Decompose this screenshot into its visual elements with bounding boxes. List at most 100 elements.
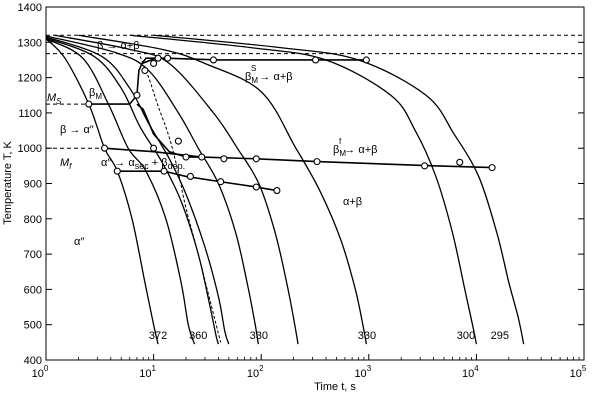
curve-label-0: 372 — [149, 330, 167, 342]
beta-m-f-sup: f — [339, 137, 342, 146]
marker-15 — [186, 172, 194, 180]
y-tick-label-7: 1100 — [18, 108, 42, 120]
ms-base: M — [47, 92, 57, 104]
x-tick-label-2: 102 — [247, 364, 264, 380]
marker-11 — [150, 144, 158, 152]
cooling-curve-0 — [45, 38, 159, 345]
marker-13 — [174, 137, 182, 145]
cooling-curves — [45, 34, 525, 345]
marker-14 — [182, 153, 190, 161]
cooling-curve-3 — [45, 36, 230, 345]
alpha-pp-label: α″ — [74, 236, 84, 248]
alpha-plus-beta-label: α+β — [343, 196, 362, 208]
beta-alpha-label: β → α+β — [97, 40, 140, 52]
x-tick-label-5: 105 — [570, 364, 587, 380]
mf-base: M — [60, 157, 70, 169]
marker-20 — [252, 183, 260, 191]
y-tick-label-10: 1400 — [18, 2, 42, 14]
curve-label-1: 360 — [189, 330, 207, 342]
dashed-curves — [139, 56, 222, 343]
y-tick-label-8: 1200 — [18, 73, 42, 85]
y-tick-label-1: 500 — [24, 320, 42, 332]
x-tick-label-4: 104 — [462, 364, 479, 380]
beta-m-f-base: β — [333, 144, 339, 156]
marker-8 — [209, 56, 218, 64]
beta-m-s-sup: S — [251, 64, 256, 73]
cooling-curve-1 — [45, 38, 196, 345]
markers — [85, 54, 496, 195]
reference-lines — [46, 34, 584, 55]
beta-m-base: β — [89, 87, 95, 99]
marker-12 — [160, 167, 168, 175]
phase-line-1 — [141, 57, 367, 65]
x-tick-label-0: 100 — [32, 364, 49, 380]
x-axis: 100 101 102 103 104 105 — [32, 354, 587, 380]
marker-5 — [150, 59, 158, 68]
marker-25 — [488, 164, 496, 172]
dashed-curve-0 — [139, 56, 222, 343]
marker-4 — [141, 66, 149, 75]
curve-label-2: 330 — [250, 330, 268, 342]
y-tick-label-4: 800 — [24, 214, 42, 226]
beta-m-s-base: β — [245, 71, 251, 83]
beta-m-f-rest: → α+β — [341, 144, 377, 156]
curve-labels: 372 360 330 330 300 295 — [149, 330, 509, 342]
marker-7 — [164, 54, 172, 62]
beta-m-s-sub: M — [251, 76, 258, 85]
y-tick-label-3: 700 — [24, 249, 42, 261]
cooling-curve-6 — [78, 34, 368, 345]
y-tick-label-9: 1300 — [18, 37, 42, 49]
alpha-pp-sec-sub2: dep. — [168, 161, 186, 171]
cooling-curve-7 — [129, 34, 478, 345]
marker-17 — [217, 178, 225, 186]
mf-label: Mf — [60, 157, 72, 171]
marker-23 — [421, 162, 429, 170]
beta-m-f-label: βMf → α+β — [333, 137, 377, 158]
ms-label: MS — [47, 92, 62, 106]
beta-m-f-sub: M — [339, 149, 346, 158]
marker-10 — [362, 56, 370, 64]
y-tick-label-2: 600 — [24, 284, 42, 296]
y-tick-label-6: 1000 — [18, 143, 42, 155]
marker-18 — [220, 155, 228, 163]
x-tick-label-1: 101 — [139, 364, 156, 380]
phase-line-0 — [88, 57, 156, 105]
cooling-curve-8 — [153, 34, 525, 345]
marker-21 — [273, 187, 281, 195]
cooling-curve-2 — [45, 37, 220, 345]
cooling-curve-4 — [45, 35, 259, 345]
beta-m-s-label: βMS → α+β — [245, 64, 293, 85]
x-tick-label-3: 103 — [354, 364, 371, 380]
beta-m-s-rest: → α+β — [256, 71, 292, 83]
ms-sub: S — [56, 97, 62, 106]
marker-16 — [198, 153, 206, 161]
cooling-curve-5 — [54, 34, 299, 345]
mf-sub: f — [69, 162, 72, 171]
marker-6 — [154, 54, 162, 62]
alpha-pp-sec-a: α″ → α — [101, 157, 135, 169]
curve-label-3: 330 — [358, 330, 376, 342]
y-tick-label-5: 900 — [24, 179, 42, 191]
annotations: β → α+β βMS → α+β βM MS β → α″ Mf α″ → α… — [47, 40, 377, 248]
marker-9 — [312, 56, 320, 64]
marker-24 — [456, 158, 464, 166]
beta-m-sub: M — [95, 92, 102, 101]
alpha-pp-sec-b: + β — [149, 157, 168, 169]
y-axis: 400 500 600 700 800 900 1000 1100 1200 1300 1400 — [18, 2, 584, 367]
alpha-pp-sec-sub: sec — [135, 161, 150, 171]
alpha-pp-sec-label: α″ → αsec + βdep. — [101, 157, 185, 171]
marker-22 — [313, 158, 321, 166]
marker-0 — [85, 100, 93, 108]
beta-to-alpha-pp-label: β → α″ — [60, 124, 94, 136]
y-tick-label-0: 400 — [24, 355, 42, 367]
marker-3 — [133, 91, 141, 99]
beta-m-label: βM — [89, 87, 102, 101]
marker-2 — [113, 167, 121, 175]
marker-19 — [252, 155, 260, 163]
curve-label-4: 300 — [457, 330, 475, 342]
curve-label-5: 295 — [491, 330, 509, 342]
x-axis-title: Time t, s — [314, 381, 356, 393]
marker-1 — [100, 144, 109, 152]
phase-line-2 — [136, 103, 202, 158]
